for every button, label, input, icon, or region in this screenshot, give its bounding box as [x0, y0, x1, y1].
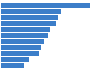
Bar — [1, 15, 58, 20]
Bar — [1, 63, 24, 68]
Bar — [1, 27, 50, 32]
Bar — [1, 9, 61, 14]
Bar — [1, 21, 56, 26]
Bar — [1, 33, 48, 38]
Bar — [1, 51, 39, 56]
Bar — [1, 57, 29, 62]
Bar — [1, 39, 44, 44]
Bar — [1, 3, 90, 8]
Bar — [1, 45, 41, 50]
